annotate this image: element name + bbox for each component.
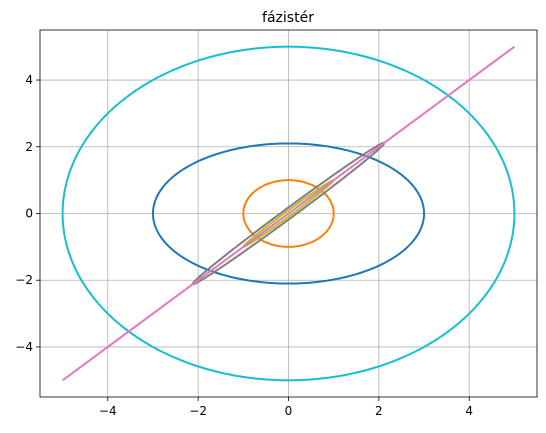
series-line-0: [151, 142, 426, 285]
tick-marks: [36, 79, 470, 401]
x-tick-label: 0: [285, 404, 293, 418]
chart-title: fázistér: [262, 10, 314, 26]
x-tick-label: 4: [465, 404, 473, 418]
x-tick-labels: −4 −2 0 2 4: [99, 404, 473, 418]
plot-series: [61, 45, 516, 382]
y-tick-label: 0: [25, 207, 33, 221]
y-tick-label: 2: [25, 140, 33, 154]
y-tick-label: 4: [25, 73, 33, 87]
y-tick-labels: −4 −2 0 2 4: [15, 73, 33, 354]
series-line-1: [242, 179, 335, 248]
x-tick-label: 2: [375, 404, 383, 418]
x-tick-label: −2: [189, 404, 207, 418]
grid: [40, 30, 537, 397]
series-line-2: [61, 45, 516, 382]
series-line-5: [61, 45, 516, 382]
y-tick-label: −4: [15, 340, 33, 354]
y-tick-label: −2: [15, 273, 33, 287]
x-tick-label: −4: [99, 404, 117, 418]
